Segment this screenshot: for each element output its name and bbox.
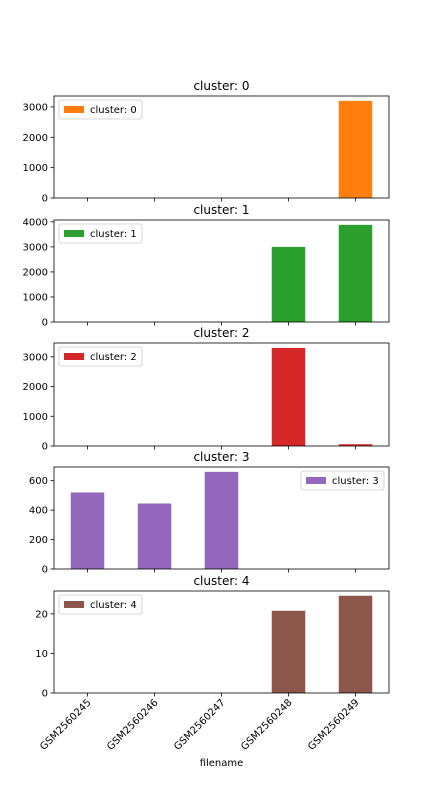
legend-swatch <box>64 106 84 113</box>
subplot-4: cluster: 4 0 10 20 cluster: 4 <box>35 574 390 700</box>
bar-GSM2560248 <box>271 610 306 693</box>
y-tick-label: 20 <box>35 609 48 620</box>
y-tick-label: 10 <box>35 649 48 660</box>
legend-box <box>58 346 143 367</box>
y-tick-label: 200 <box>29 535 48 546</box>
bar-GSM2560249 <box>338 595 373 693</box>
legend-box <box>58 223 143 244</box>
y-tick-label: 1000 <box>23 412 48 423</box>
subplot-1: cluster: 1 0 1000 2000 3000 4000 cluster: 1 <box>23 203 390 329</box>
legend-swatch <box>64 230 84 237</box>
y-tick-label: 0 <box>42 442 48 453</box>
y-tick-label: 2000 <box>23 133 48 144</box>
bar-GSM2560246 <box>137 503 172 569</box>
subplot-3: cluster: 3 0 200 400 600 cluster: 3 <box>29 450 390 576</box>
bar-GSM2560249 <box>338 224 373 322</box>
y-tick-label: 4000 <box>23 217 48 228</box>
legend: cluster: 1 <box>58 223 143 244</box>
legend-label: cluster: 3 <box>332 476 379 487</box>
subplot-title: cluster: 0 <box>193 79 249 93</box>
bar-GSM2560247 <box>204 471 239 569</box>
subplot-title: cluster: 4 <box>193 574 249 588</box>
y-tick-label: 400 <box>29 506 48 517</box>
x-tick-label: GSM2560248 <box>239 697 294 752</box>
y-tick-label: 0 <box>42 318 48 329</box>
subplot-2: cluster: 2 0 1000 2000 3000 cluster: 2 <box>23 326 390 453</box>
x-tick-label: GSM2560245 <box>38 697 93 752</box>
bar-GSM2560248 <box>271 246 306 322</box>
legend-box <box>300 470 385 491</box>
y-tick-label: 2000 <box>23 382 48 393</box>
y-tick-label: 1000 <box>23 163 48 174</box>
legend-label: cluster: 0 <box>90 105 137 116</box>
legend: cluster: 0 <box>58 99 143 120</box>
subplot-title: cluster: 2 <box>193 326 249 340</box>
legend: cluster: 4 <box>58 594 143 615</box>
legend-label: cluster: 2 <box>90 352 137 363</box>
y-tick-label: 1000 <box>23 292 48 303</box>
legend-box <box>58 99 143 120</box>
y-tick-label: 0 <box>42 565 48 576</box>
subplot-title: cluster: 1 <box>193 203 249 217</box>
bar-GSM2560249 <box>338 100 373 198</box>
subplot-title: cluster: 3 <box>193 450 249 464</box>
legend: cluster: 2 <box>58 346 143 367</box>
x-tick-label: GSM2560247 <box>172 697 227 752</box>
x-tick-label: GSM2560249 <box>306 697 361 752</box>
legend-swatch <box>64 601 84 608</box>
x-axis-label: filename <box>200 758 244 769</box>
subplot-0: cluster: 0 0 1000 2000 3000 cluster: 0 <box>23 79 390 205</box>
legend-swatch <box>64 353 84 360</box>
y-tick-label: 0 <box>42 194 48 205</box>
y-tick-label: 3000 <box>23 352 48 363</box>
bar-GSM2560248 <box>271 347 306 446</box>
legend-swatch <box>306 477 326 484</box>
y-tick-label: 0 <box>42 689 48 700</box>
legend-label: cluster: 4 <box>90 600 137 611</box>
y-tick-label: 2000 <box>23 267 48 278</box>
y-tick-label: 600 <box>29 476 48 487</box>
bar-GSM2560245 <box>70 492 105 569</box>
legend: cluster: 3 <box>300 470 385 491</box>
y-tick-label: 3000 <box>23 102 48 113</box>
legend-box <box>58 594 143 615</box>
x-tick-label: GSM2560246 <box>105 697 160 752</box>
legend-label: cluster: 1 <box>90 229 137 240</box>
y-tick-label: 3000 <box>23 242 48 253</box>
bar-GSM2560249 <box>338 444 373 446</box>
